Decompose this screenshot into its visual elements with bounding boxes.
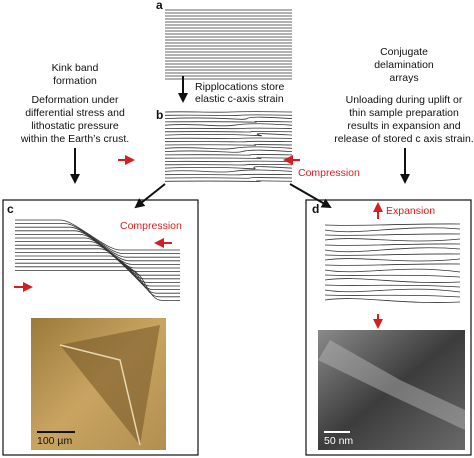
layer-line xyxy=(15,266,180,298)
layer-line xyxy=(324,274,461,278)
layer-line xyxy=(164,157,293,159)
layer-line xyxy=(324,284,461,288)
layer-line xyxy=(15,248,180,280)
layer-line xyxy=(324,263,461,266)
left-body: differential stress and xyxy=(25,107,125,119)
right-title: arrays xyxy=(389,72,418,84)
panel-box xyxy=(305,199,472,456)
layer-line xyxy=(164,123,293,127)
layer-line xyxy=(324,278,461,283)
right-body: release of stored c axis strain. xyxy=(334,133,473,145)
layer-line xyxy=(164,114,293,116)
sem-image xyxy=(318,330,465,450)
layer-line xyxy=(164,116,293,120)
left-body: lithostatic pressure xyxy=(31,120,119,132)
layer-line xyxy=(324,223,461,226)
right-body: results in expansion and xyxy=(347,120,460,132)
left-title: formation xyxy=(53,75,97,87)
layer-line xyxy=(324,238,461,242)
layer-line xyxy=(324,243,461,246)
left-body: Deformation under xyxy=(32,94,119,106)
layer-line xyxy=(324,258,461,262)
right-title: delamination xyxy=(374,59,434,71)
layer-line xyxy=(324,227,461,233)
right-title: Conjugate xyxy=(380,46,428,58)
layer-line xyxy=(324,294,461,298)
layer-lines xyxy=(15,9,461,303)
layer-line xyxy=(164,149,293,153)
layer-line xyxy=(164,177,293,179)
layer-line xyxy=(15,255,180,287)
layer-line xyxy=(15,259,180,290)
layer-line xyxy=(324,268,461,273)
sem-feature xyxy=(318,340,465,430)
panel-box xyxy=(2,199,199,456)
layer-line xyxy=(164,146,293,150)
panel-label: b xyxy=(156,108,163,122)
annotation: Compression xyxy=(120,220,182,232)
layer-line xyxy=(15,226,180,258)
layer-line xyxy=(324,253,461,256)
panel-label: c xyxy=(7,202,14,216)
left-body: within the Earth’s crust. xyxy=(20,133,129,145)
layer-line xyxy=(15,270,180,301)
layer-line xyxy=(164,173,293,176)
layer-line xyxy=(164,180,293,182)
layer-line xyxy=(164,133,293,137)
layer-line xyxy=(324,247,461,253)
arrow xyxy=(289,183,332,208)
micrograph-feature xyxy=(60,325,160,445)
layer-line xyxy=(164,130,293,133)
layer-line xyxy=(164,137,293,140)
layer-line xyxy=(164,169,293,173)
layer-line xyxy=(15,219,180,251)
layer-line xyxy=(324,288,461,293)
caption: elastic c-axis strain xyxy=(195,93,284,105)
scale-label: 50 nm xyxy=(324,435,353,447)
layer-line xyxy=(164,166,293,170)
layer-line xyxy=(324,233,461,236)
layer-line xyxy=(164,121,293,123)
layer-line xyxy=(164,111,293,113)
panel-label: d xyxy=(312,202,319,216)
scale-label: 100 µm xyxy=(37,435,72,447)
layer-line xyxy=(15,223,180,254)
layer-line xyxy=(324,298,461,303)
layer-line xyxy=(164,144,293,146)
layer-line xyxy=(15,262,180,294)
left-title: Kink band xyxy=(52,62,99,74)
right-body: Unloading during uplift or xyxy=(346,94,463,106)
arrow xyxy=(134,183,166,209)
layer-line xyxy=(164,127,293,130)
micrograph-feature xyxy=(59,344,141,446)
layer-line xyxy=(15,252,180,283)
panel-label: a xyxy=(156,0,163,12)
layer-line xyxy=(164,140,293,143)
annotation: Expansion xyxy=(386,205,435,217)
annotation: Compression xyxy=(298,167,360,179)
layer-line xyxy=(164,154,293,156)
right-body: thin sample preparation xyxy=(349,107,459,119)
caption: Ripplocations store xyxy=(195,81,284,93)
layer-line xyxy=(164,163,293,166)
layer-line xyxy=(164,160,293,163)
